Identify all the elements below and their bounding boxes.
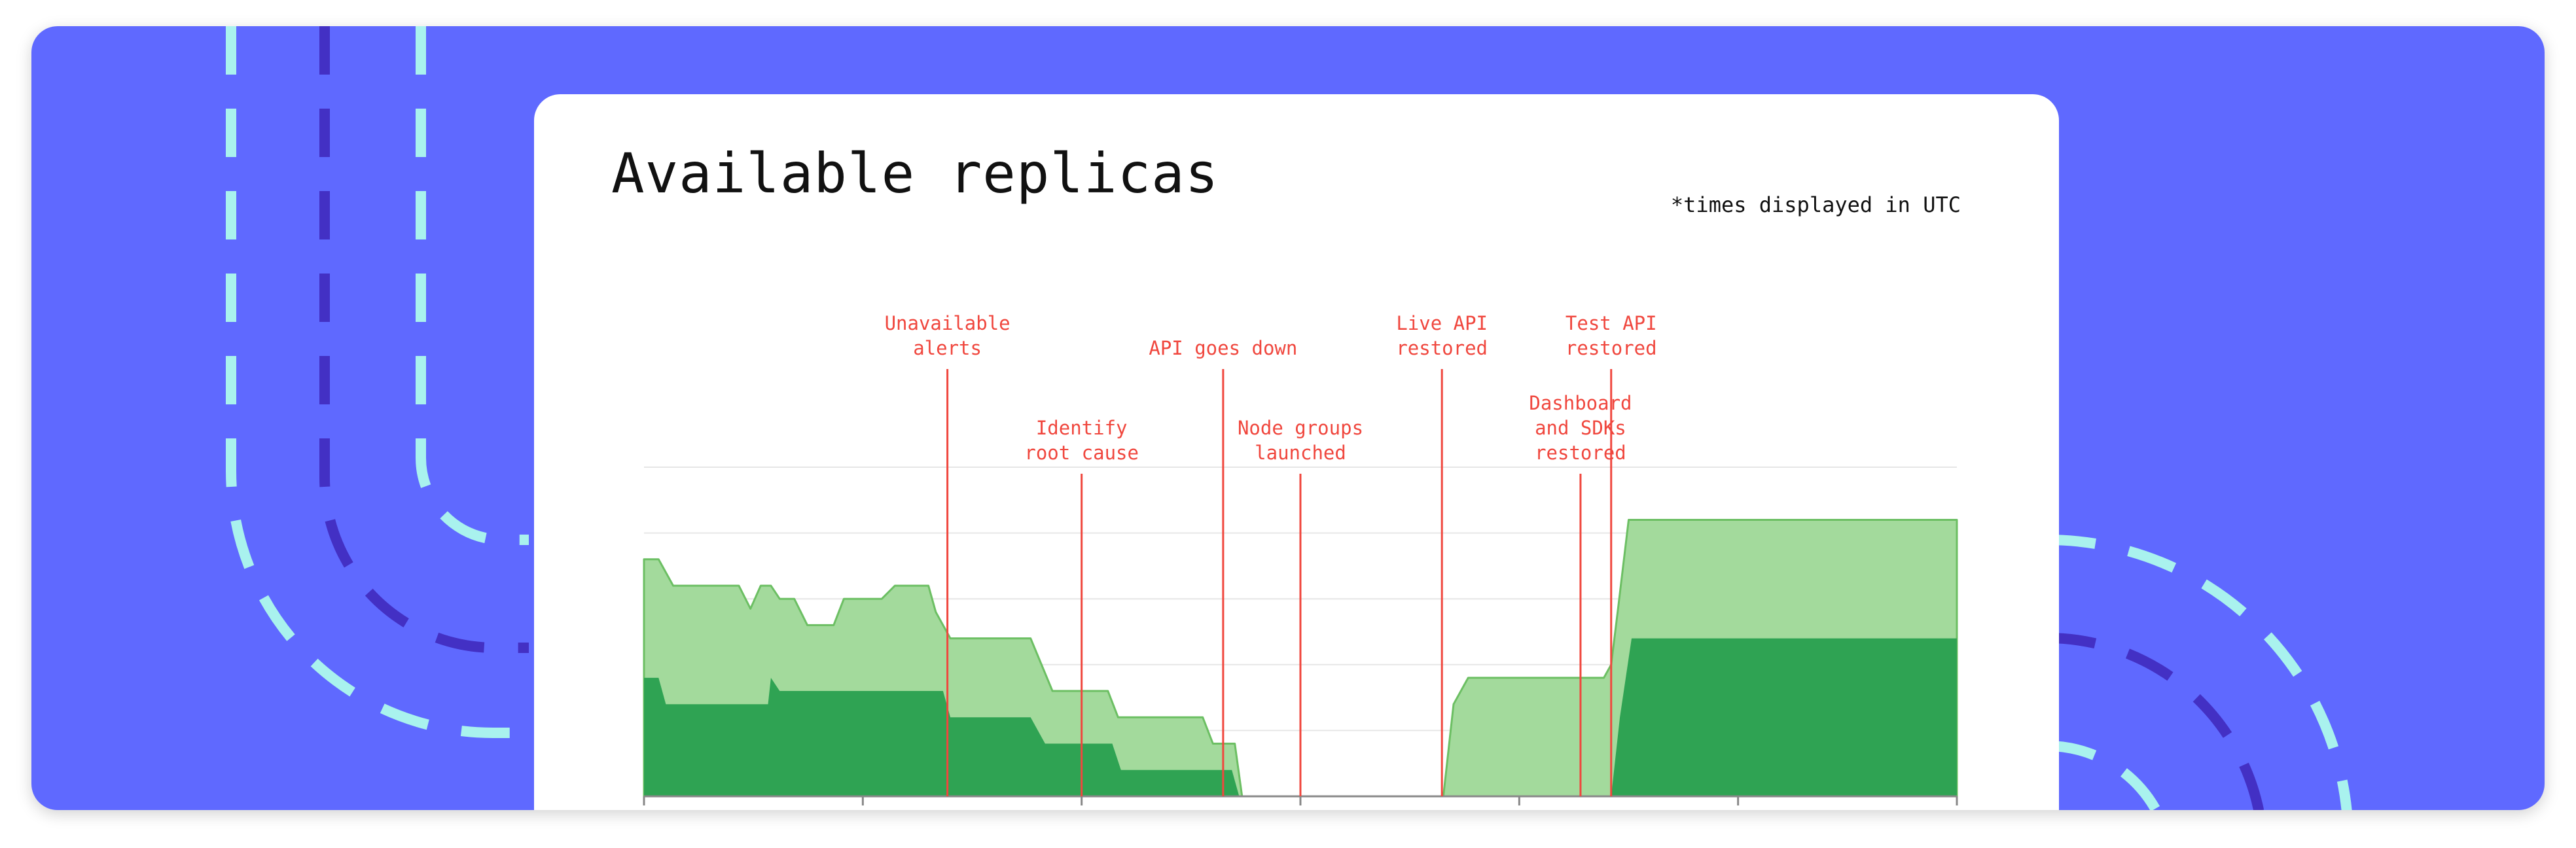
replicas-area-chart: 20:30 20:45 21:00 21:15 21:30 21:45 22:00 Unav… (643, 312, 1958, 805)
timezone-note: *times displayed in UTC (1670, 192, 1961, 217)
annotation-label: API goes down (1149, 337, 1297, 359)
banner-frame: Available replicas *times displayed in U… (31, 26, 2545, 810)
chart-card: Available replicas *times displayed in U… (534, 94, 2059, 810)
decorative-dash-curve (2047, 741, 2162, 810)
decorative-dash-curve (416, 26, 529, 545)
decorative-dash-curve (226, 26, 529, 738)
decorative-dash-curve (319, 26, 529, 653)
axis-layer: 20:30 20:45 21:00 21:15 21:30 21:45 22:00 (643, 795, 1958, 805)
annotation-label: Node groups launched (1238, 417, 1363, 464)
area-layer (643, 519, 1958, 798)
chart-title: Available replicas (611, 141, 1219, 205)
decorative-dash-curve (2047, 633, 2264, 810)
annotation-label: Test API restored (1565, 312, 1657, 359)
annotation-layer: Unavailable alerts Identify root cause API g… (885, 312, 1657, 796)
annotation-label: Unavailable alerts (885, 312, 1011, 359)
annotation-label: Live API restored (1396, 312, 1488, 359)
series-area-dark (644, 638, 1957, 796)
annotation-label: Identify root cause (1024, 417, 1139, 464)
annotation-label: Dashboard and SDKs restored (1529, 392, 1632, 464)
